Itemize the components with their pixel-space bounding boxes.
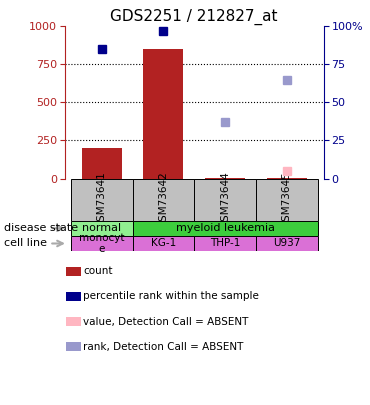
Text: monocyt
e: monocyt e <box>79 233 124 254</box>
Title: GDS2251 / 212827_at: GDS2251 / 212827_at <box>111 9 278 25</box>
Bar <box>144 49 184 179</box>
Text: GSM73642: GSM73642 <box>158 171 168 228</box>
Text: percentile rank within the sample: percentile rank within the sample <box>83 292 259 301</box>
Text: myeloid leukemia: myeloid leukemia <box>176 223 275 233</box>
Bar <box>194 179 256 221</box>
Text: U937: U937 <box>273 239 300 249</box>
Bar <box>71 179 132 221</box>
Text: count: count <box>83 266 113 276</box>
Bar <box>82 148 122 179</box>
Bar <box>256 179 317 221</box>
Bar <box>71 221 132 236</box>
Text: cell line: cell line <box>4 239 47 249</box>
Text: rank, Detection Call = ABSENT: rank, Detection Call = ABSENT <box>83 342 243 352</box>
Text: GSM73645: GSM73645 <box>282 171 292 228</box>
Text: disease state: disease state <box>4 223 78 233</box>
Bar <box>132 179 194 221</box>
Bar <box>194 236 256 251</box>
Text: THP-1: THP-1 <box>210 239 240 249</box>
Bar <box>256 236 317 251</box>
Bar <box>267 178 307 179</box>
Bar <box>132 221 317 236</box>
Text: normal: normal <box>82 223 121 233</box>
Text: value, Detection Call = ABSENT: value, Detection Call = ABSENT <box>83 317 249 326</box>
Text: KG-1: KG-1 <box>151 239 176 249</box>
Bar <box>205 178 245 179</box>
Text: GSM73644: GSM73644 <box>220 171 230 228</box>
Text: GSM73641: GSM73641 <box>97 171 107 228</box>
Bar <box>132 236 194 251</box>
Bar <box>71 236 132 251</box>
